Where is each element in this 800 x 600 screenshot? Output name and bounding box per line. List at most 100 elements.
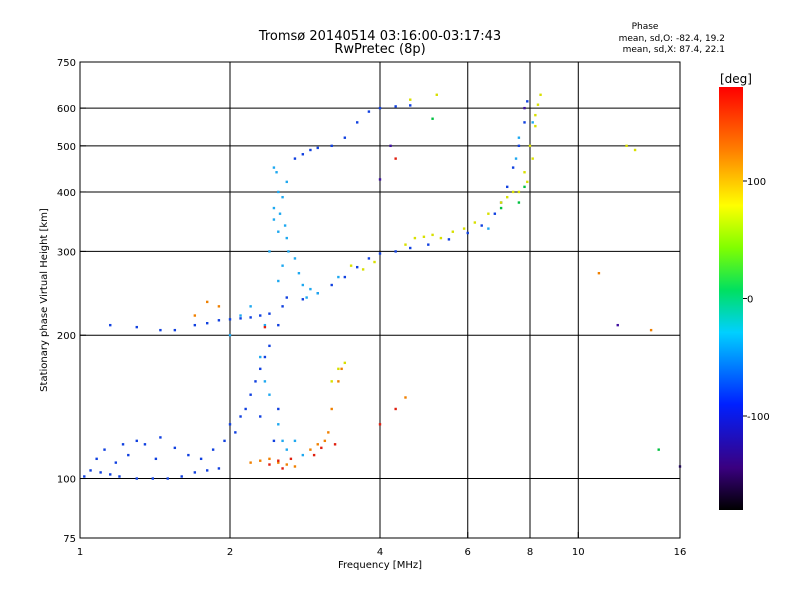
data-point — [285, 236, 288, 240]
x-tick-label: 6 — [465, 547, 471, 558]
data-point — [462, 227, 466, 230]
data-point — [625, 144, 628, 148]
data-point — [367, 257, 371, 260]
data-point — [272, 218, 276, 221]
data-point — [505, 195, 509, 199]
data-point — [435, 93, 438, 96]
data-point — [309, 148, 312, 152]
data-point — [394, 250, 397, 253]
data-point — [259, 415, 262, 418]
data-point — [473, 221, 477, 224]
data-point — [337, 380, 340, 383]
data-point — [340, 367, 343, 371]
data-point — [259, 367, 262, 371]
data-point — [657, 448, 660, 451]
data-point — [259, 459, 262, 462]
data-point — [378, 423, 382, 426]
data-point — [223, 439, 226, 443]
data-point — [293, 439, 297, 443]
data-point — [323, 439, 327, 443]
data-point — [205, 300, 209, 304]
data-point — [249, 316, 252, 319]
x-tick-label: 16 — [674, 547, 687, 558]
data-point — [278, 212, 282, 215]
data-point — [89, 469, 92, 472]
data-point — [281, 305, 284, 308]
data-point — [263, 323, 267, 327]
data-point — [526, 180, 529, 184]
data-point — [413, 236, 417, 240]
data-point — [249, 393, 252, 396]
data-point — [109, 473, 112, 476]
data-point — [205, 469, 209, 472]
data-point — [249, 305, 252, 308]
data-point — [361, 268, 365, 271]
data-point — [263, 380, 267, 383]
data-point — [333, 443, 337, 446]
data-point — [268, 463, 271, 466]
data-point — [187, 453, 190, 457]
data-point — [523, 106, 526, 110]
data-point — [301, 453, 305, 457]
data-point — [514, 157, 518, 160]
data-point — [487, 212, 490, 215]
data-point — [143, 443, 147, 446]
data-point — [531, 121, 534, 124]
y-tick-label: 200 — [57, 331, 76, 342]
data-point — [228, 318, 232, 321]
data-point — [505, 185, 509, 189]
data-point — [431, 117, 434, 120]
data-point — [193, 323, 197, 327]
data-point — [378, 252, 382, 255]
data-point — [118, 475, 121, 478]
data-point — [259, 355, 262, 359]
data-point — [349, 264, 353, 267]
x-tick-label: 1 — [77, 547, 83, 558]
data-point — [517, 136, 521, 139]
data-point — [103, 448, 106, 451]
data-point — [99, 471, 102, 474]
data-point — [109, 323, 112, 327]
data-point — [597, 272, 601, 275]
data-point — [305, 296, 308, 299]
data-point — [539, 93, 542, 96]
data-point — [499, 206, 503, 210]
data-point — [312, 453, 316, 457]
data-point — [272, 439, 276, 443]
data-point — [451, 230, 455, 233]
data-point — [244, 407, 247, 411]
data-point — [217, 319, 221, 322]
y-tick-label: 750 — [57, 58, 76, 69]
data-point — [409, 246, 412, 250]
data-point — [293, 157, 297, 160]
data-point — [343, 275, 347, 279]
data-point — [173, 328, 177, 332]
colorbar-ticks: 100 0 -100 — [743, 177, 770, 423]
data-point — [114, 461, 118, 464]
y-tick-label: 600 — [57, 104, 76, 115]
data-point — [293, 465, 297, 468]
x-tick-label: 8 — [527, 547, 533, 558]
grid-lines — [80, 62, 680, 538]
data-point — [499, 201, 503, 204]
phase-stat-o: mean, sd,O: -82.4, 19.2 — [619, 34, 725, 44]
data-point — [228, 423, 232, 426]
data-point — [523, 121, 526, 124]
data-point — [523, 185, 526, 189]
x-tick-label: 10 — [572, 547, 585, 558]
x-tick-label: 2 — [227, 547, 233, 558]
data-point — [493, 212, 497, 215]
chart-title: Tromsø 20140514 03:16:00-03:17:43 — [258, 29, 501, 44]
data-point — [327, 431, 330, 434]
data-point — [135, 325, 138, 329]
data-point — [277, 230, 280, 233]
data-point — [154, 457, 158, 461]
echo-points — [83, 93, 682, 480]
data-point — [180, 475, 183, 478]
data-point — [633, 148, 637, 152]
data-point — [343, 136, 347, 139]
data-point — [281, 264, 284, 267]
data-point — [367, 110, 371, 113]
data-point — [217, 467, 221, 470]
colorbar-label: [deg] — [720, 72, 752, 86]
